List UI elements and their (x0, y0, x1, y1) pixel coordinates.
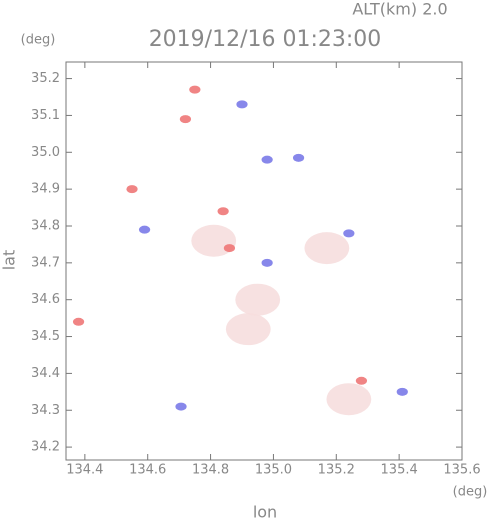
echo-point (217, 207, 229, 216)
y-tick-label: 34.7 (31, 255, 60, 270)
x-tick-label: 134.8 (192, 463, 229, 478)
echo-point (126, 185, 138, 194)
x-tick-label: 134.4 (66, 463, 103, 478)
x-label: lon (253, 503, 277, 521)
y-tick-label: 34.3 (31, 403, 60, 418)
y-label: lat (0, 250, 19, 271)
y-tick-label: 34.8 (31, 218, 60, 233)
altitude-label: ALT(km) 2.0 (352, 0, 447, 19)
x-tick-label: 135.6 (443, 463, 480, 478)
x-tick-label: 135.2 (318, 463, 355, 478)
echo-point (179, 115, 192, 124)
plot-frame (65, 61, 463, 461)
echo-point (72, 317, 85, 326)
echo-point (396, 387, 408, 396)
echo-point (261, 155, 273, 164)
y-unit: (deg) (21, 33, 56, 48)
y-tick-label: 34.2 (31, 440, 60, 455)
y-tick-label: 34.5 (31, 329, 60, 344)
y-tick-label: 34.6 (31, 292, 60, 307)
echo-point (326, 383, 372, 416)
y-tick-label: 34.4 (31, 366, 60, 381)
echo-point (235, 283, 281, 316)
x-tick-label: 135.0 (255, 463, 292, 478)
chart-title: 2019/12/16 01:23:00 (149, 27, 382, 52)
y-tick-label: 35.2 (31, 71, 60, 86)
echo-point (225, 313, 271, 346)
echo-point (292, 153, 305, 162)
echo-point (175, 402, 187, 411)
echo-point (223, 244, 236, 253)
y-tick-label: 35.1 (31, 108, 60, 123)
x-tick-label: 135.4 (381, 463, 418, 478)
y-tick-label: 34.9 (31, 182, 60, 197)
echo-point (189, 85, 201, 94)
echo-point (355, 376, 368, 385)
echo-point (261, 258, 273, 267)
echo-point (138, 225, 151, 234)
y-tick-label: 35.0 (31, 145, 60, 160)
echo-point (236, 100, 248, 109)
echo-point (343, 229, 355, 238)
x-unit: (deg) (453, 485, 488, 500)
x-tick-label: 134.6 (129, 463, 166, 478)
echo-point (304, 232, 350, 265)
